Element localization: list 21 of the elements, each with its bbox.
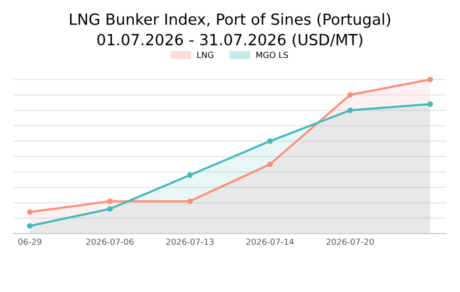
point (107, 198, 113, 204)
x-tick-label: 2026-07-20 (326, 238, 374, 245)
point (107, 206, 113, 212)
x-tick-label: 2026-07-14 (246, 238, 294, 245)
point (427, 101, 433, 107)
point (347, 92, 353, 98)
point (27, 209, 33, 215)
point (427, 76, 433, 82)
chart-title: LNG Bunker Index, Port of Sines (Portugal) (70, 13, 390, 28)
legend-label: MGO LS (256, 52, 288, 58)
point (187, 172, 193, 178)
x-tick-label: 06-29 (18, 238, 42, 245)
x-tick-label: 2026-07-13 (166, 238, 214, 245)
point (27, 223, 33, 229)
x-tick-label: 2026-07-06 (86, 238, 134, 245)
chart-subtitle: 01.07.2026 - 31.07.2026 (USD/MT) (97, 34, 362, 48)
point (187, 198, 193, 204)
point (267, 161, 273, 168)
legend-label: LNG (197, 52, 214, 58)
point (347, 108, 353, 114)
point (267, 138, 273, 144)
